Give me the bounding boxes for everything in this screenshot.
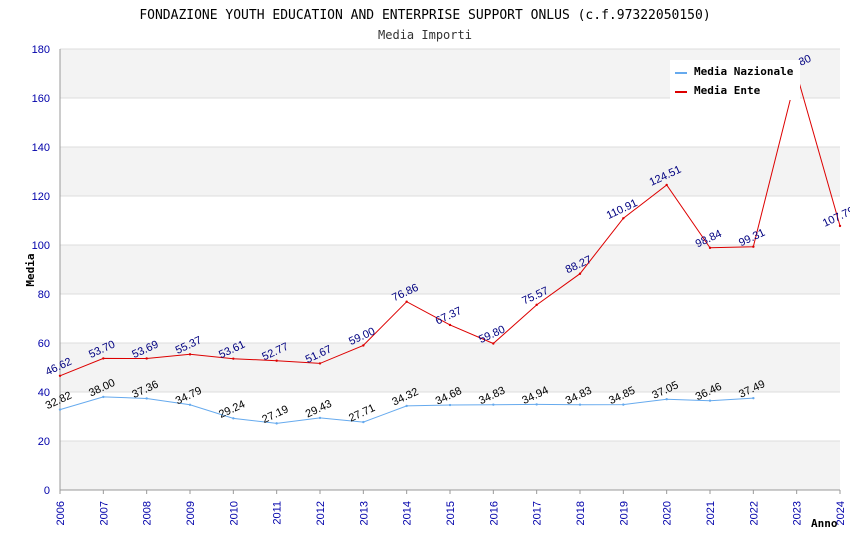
data-point <box>275 359 278 362</box>
gridlines <box>60 48 840 491</box>
x-tick-label: 2019 <box>618 501 630 525</box>
x-axis-label: Anno <box>811 517 838 530</box>
data-point <box>232 417 235 420</box>
data-point <box>145 397 148 400</box>
x-tick-label: 2008 <box>142 501 154 525</box>
y-tick-label: 20 <box>38 436 50 448</box>
x-tick-label: 2017 <box>532 501 544 525</box>
data-point <box>448 323 452 327</box>
data-point <box>405 404 408 408</box>
data-point <box>622 403 625 406</box>
background-band <box>60 245 840 294</box>
data-point <box>665 398 668 401</box>
y-tick-label: 120 <box>32 191 50 203</box>
data-point <box>58 408 62 411</box>
background-band <box>60 441 840 490</box>
data-point <box>622 217 625 220</box>
background-bands <box>60 49 840 490</box>
data-point <box>535 403 538 406</box>
x-tick-labels: 2006 2007 2008 2009 2010 2011 2012 2013 2014 2015… <box>55 490 847 525</box>
data-point <box>58 374 62 377</box>
x-tick-label: 2023 <box>792 501 804 525</box>
x-tick-label: 2024 <box>835 501 847 525</box>
x-tick-label: 2009 <box>185 501 197 525</box>
data-point <box>708 246 712 250</box>
data-point <box>145 357 148 360</box>
x-tick-label: 2020 <box>662 501 674 525</box>
data-label: 27.71 <box>347 402 377 425</box>
data-point <box>752 396 755 400</box>
chart-title: FONDAZIONE YOUTH EDUCATION AND ENTERPRIS… <box>139 8 710 23</box>
series-lines <box>58 72 842 425</box>
y-tick-label: 160 <box>32 93 50 105</box>
x-tick-label: 2013 <box>358 501 370 525</box>
y-tick-label: 60 <box>38 338 50 350</box>
data-label: 110.91 <box>605 197 640 222</box>
data-point <box>362 344 365 347</box>
data-point <box>492 342 495 345</box>
background-band <box>60 147 840 196</box>
y-tick-label: 140 <box>32 142 50 154</box>
data-point <box>578 403 582 406</box>
data-label: 29.43 <box>304 398 334 421</box>
data-point <box>275 422 278 425</box>
x-tick-label: 2021 <box>705 501 717 525</box>
x-tick-label: 2018 <box>575 501 587 525</box>
data-point <box>535 303 538 307</box>
data-point <box>318 362 322 365</box>
x-tick-label: 2014 <box>402 501 414 525</box>
y-tick-label: 100 <box>32 240 50 252</box>
y-tick-label: 0 <box>44 485 50 497</box>
data-point <box>405 300 408 303</box>
y-axis-label: Media <box>24 253 37 286</box>
data-point <box>102 395 105 399</box>
series-line-ente <box>59 72 841 377</box>
legend: Media Nazionale Media Ente <box>670 60 800 100</box>
data-point <box>188 403 192 406</box>
data-point <box>188 353 192 356</box>
x-tick-label: 2012 <box>315 501 327 525</box>
data-point <box>578 272 582 275</box>
data-point <box>838 224 842 228</box>
x-tick-label: 2010 <box>228 501 240 525</box>
y-tick-labels: 0 20 40 60 80 100 120 140 160 180 <box>32 44 50 497</box>
y-tick-label: 180 <box>32 44 50 56</box>
data-point <box>708 399 712 402</box>
y-tick-label: 80 <box>38 289 50 301</box>
legend-label-ente: Media Ente <box>694 84 761 97</box>
x-tick-label: 2016 <box>488 501 500 525</box>
x-tick-label: 2022 <box>748 501 760 525</box>
legend-label-nazionale: Media Nazionale <box>694 65 794 78</box>
x-tick-label: 2007 <box>98 501 110 525</box>
legend-box <box>670 60 800 100</box>
background-band <box>60 343 840 392</box>
chart-subtitle: Media Importi <box>378 28 472 42</box>
x-tick-label: 2015 <box>445 501 457 525</box>
data-point <box>492 403 495 406</box>
data-point <box>665 183 668 187</box>
data-point <box>232 357 235 360</box>
y-tick-label: 40 <box>38 387 50 399</box>
data-point <box>362 420 365 424</box>
data-point <box>448 403 452 407</box>
x-tick-label: 2011 <box>272 501 284 525</box>
data-point <box>102 357 105 360</box>
data-point <box>318 416 322 420</box>
data-point <box>752 245 755 248</box>
x-tick-label: 2006 <box>55 501 67 525</box>
